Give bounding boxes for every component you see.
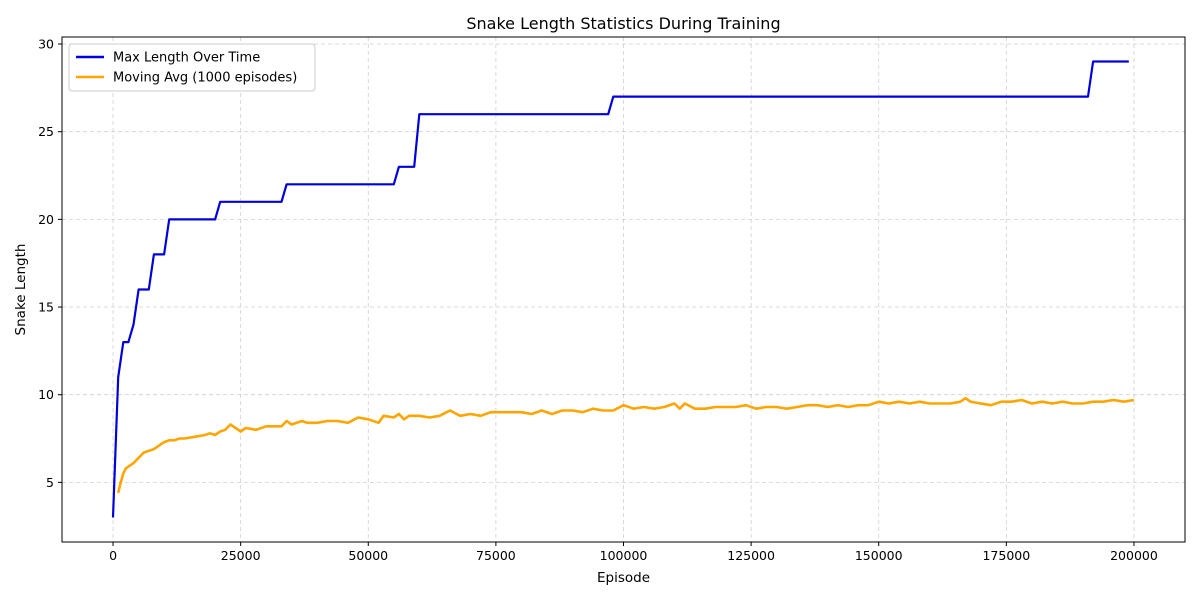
series-layer xyxy=(111,60,1135,518)
x-axis-label: Episode xyxy=(597,570,650,586)
axis-ticks: 0 25000 50000 75000 100000 125000 150000 175000… xyxy=(38,37,1158,563)
legend: Max Length Over Time Moving Avg (1000 ep… xyxy=(68,43,316,92)
legend-box xyxy=(68,43,316,92)
x-tick-label: 175000 xyxy=(982,548,1030,563)
legend-label-max-length: Max Length Over Time xyxy=(113,51,260,66)
y-tick-label: 5 xyxy=(46,475,54,490)
grid xyxy=(62,37,1185,542)
x-tick-label: 0 xyxy=(109,548,117,563)
x-tick-label: 200000 xyxy=(1110,548,1158,563)
series-line-moving-avg xyxy=(116,396,1135,494)
x-tick-label: 50000 xyxy=(348,548,388,563)
x-tick-label: 150000 xyxy=(855,548,903,563)
chart-title: Snake Length Statistics During Training xyxy=(466,14,780,33)
x-tick-label: 75000 xyxy=(476,548,516,563)
series-line-max-length xyxy=(111,60,1129,518)
x-tick-label: 25000 xyxy=(221,548,261,563)
x-tick-label: 100000 xyxy=(600,548,648,563)
y-tick-label: 25 xyxy=(38,124,54,139)
y-tick-label: 15 xyxy=(38,300,54,315)
legend-label-moving-avg: Moving Avg (1000 episodes) xyxy=(113,71,297,86)
y-axis-label: Snake Length xyxy=(13,244,29,336)
y-tick-label: 20 xyxy=(38,212,54,227)
y-tick-label: 10 xyxy=(38,387,54,402)
x-tick-label: 125000 xyxy=(727,548,775,563)
y-tick-label: 30 xyxy=(38,37,54,52)
